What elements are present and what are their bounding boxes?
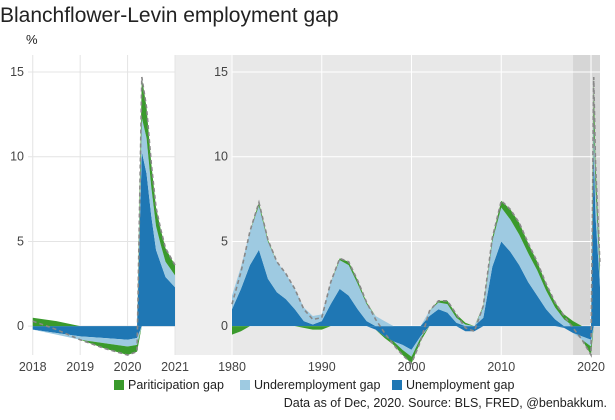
full-xtick-label: 2010 (487, 360, 515, 374)
zoom-area-unemployment-pos (32, 151, 175, 327)
legend-item-unemployment: Unemployment gap (392, 378, 514, 392)
full-ytick-label: 15 (214, 65, 228, 79)
unemployment-swatch (392, 380, 402, 390)
legend-item-underemployment: Underemployment gap (240, 378, 380, 392)
full-ytick-label: 5 (221, 234, 228, 248)
zoom-panel: 0 5 10 15 2018 2019 2020 2021 (10, 55, 189, 374)
zoom-ytick-label: 0 (17, 319, 24, 333)
legend-label-participation: Pariticipation gap (128, 378, 224, 392)
participation-swatch (114, 380, 124, 390)
zoom-ytick-label: 15 (10, 65, 24, 79)
underemployment-swatch (240, 380, 250, 390)
full-area-unemployment-neg (232, 326, 600, 350)
full-area-unemployment-pos (232, 151, 600, 327)
full-ytick-label: 10 (214, 150, 228, 164)
full-ytick-label: 0 (221, 319, 228, 333)
zoom-area-underemployment-neg (32, 326, 175, 347)
zoom-ytick-label: 5 (17, 234, 24, 248)
legend-label-unemployment: Unemployment gap (406, 378, 515, 392)
zoom-ytick-label: 10 (10, 150, 24, 164)
zoom-xtick-label: 2018 (19, 360, 47, 374)
zoom-total-gap-line (32, 76, 176, 356)
chart-title: Blanchflower-Levin employment gap (0, 4, 339, 27)
zoom-area-unemployment-neg (32, 326, 175, 340)
full-xtick-label: 1980 (218, 360, 246, 374)
source-note: Data as of Dec, 2020. Source: BLS, FRED,… (283, 396, 607, 410)
y-axis-unit: % (26, 32, 38, 47)
legend-item-participation: Pariticipation gap (114, 378, 224, 392)
full-xtick-label: 2000 (398, 360, 426, 374)
zoom-xtick-label: 2020 (114, 360, 142, 374)
zoom-xtick-label: 2021 (161, 360, 189, 374)
full-history-panel: 0 5 10 15 1980 1990 2000 2010 2020 (214, 55, 605, 374)
full-total-gap-line (231, 77, 601, 365)
full-xtick-label: 1990 (308, 360, 336, 374)
legend-label-underemployment: Underemployment gap (254, 378, 381, 392)
legend: Pariticipation gap Underemployment gap U… (0, 378, 615, 394)
full-xtick-label: 2020 (577, 360, 605, 374)
zoom-xtick-label: 2019 (66, 360, 94, 374)
